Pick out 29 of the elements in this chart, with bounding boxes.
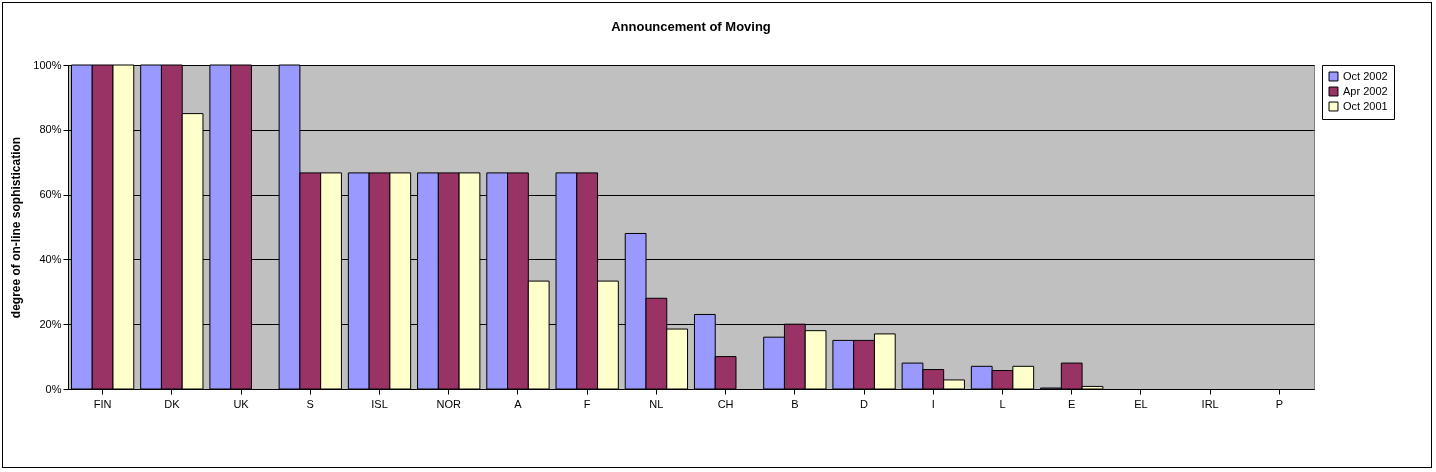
x-tick-label: I (931, 397, 935, 410)
y-tick-label: 60% (39, 188, 62, 201)
x-tick-label: DK (164, 397, 181, 410)
x-tick-label: A (514, 397, 523, 410)
x-tick-label: NL (649, 397, 664, 410)
x-tick-label: B (791, 397, 799, 410)
x-tick-label: NOR (436, 397, 461, 410)
x-tick-label: S (306, 397, 314, 410)
legend-label: Oct 2002 (1343, 69, 1388, 82)
x-tick-label: P (1275, 397, 1284, 410)
x-tick-label: IRL (1201, 397, 1219, 410)
x-tick-label: F (583, 397, 591, 410)
x-tick-label: L (999, 397, 1006, 410)
x-tick-label: D (860, 397, 869, 410)
legend-label: Apr 2002 (1343, 84, 1388, 97)
x-tick-label: E (1068, 397, 1076, 410)
y-tick-label: 0% (45, 382, 62, 395)
chart-title: Announcement of Moving (611, 19, 771, 34)
legend-label: Oct 2001 (1343, 99, 1388, 112)
x-tick-label: ISL (371, 397, 388, 410)
x-tick-label: FIN (93, 397, 112, 410)
y-tick-label: 80% (39, 123, 62, 136)
y-axis-title: degree of on-line sophistication (9, 136, 24, 319)
x-tick-label: UK (233, 397, 250, 410)
y-tick-label: 20% (39, 317, 62, 330)
x-tick-label: CH (717, 397, 734, 410)
y-tick-label: 100% (33, 58, 62, 71)
x-tick-label: EL (1134, 397, 1148, 410)
y-tick-label: 40% (39, 252, 62, 265)
